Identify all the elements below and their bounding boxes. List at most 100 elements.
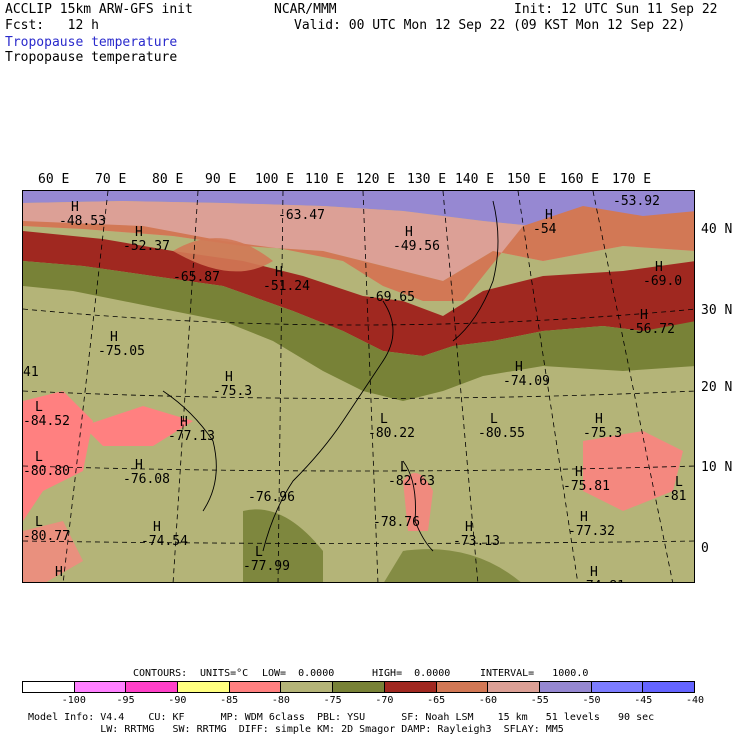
extremum-value: -48.53 <box>59 214 106 229</box>
extremum-value: -77.99 <box>243 559 290 574</box>
extremum-marker: -69.65 <box>368 291 415 305</box>
extremum-value: -80.80 <box>23 464 70 479</box>
scale-swatch <box>591 682 644 692</box>
field-name-contour: Tropopause temperature <box>5 50 178 65</box>
extremum-marker: H -54 <box>533 209 556 237</box>
lat-label: 30 N <box>701 303 733 318</box>
extremum-type: H <box>580 510 588 525</box>
extremum-type: H <box>465 520 473 535</box>
extremum-type: H <box>545 208 553 223</box>
extremum-type: L <box>675 475 683 490</box>
lon-label: 140 E <box>455 172 495 187</box>
extremum-value: -75.05 <box>98 344 145 359</box>
extremum-value: -75.3 <box>583 426 623 441</box>
extremum-marker: H -74.09 <box>503 361 550 389</box>
high-label: HIGH= 0.0000 <box>372 668 451 679</box>
extremum-type: H <box>225 370 233 385</box>
extremum-type: H <box>110 330 118 345</box>
extremum-type: L <box>35 400 43 415</box>
lon-label: 160 E <box>560 172 600 187</box>
extremum-value: -65.87 <box>173 270 220 285</box>
lat-label: 40 N <box>701 222 733 237</box>
extremum-type: H <box>590 565 598 580</box>
extremum-marker: L -80.55 <box>478 413 525 441</box>
scale-swatch <box>384 682 437 692</box>
extremum-marker: L -80.22 <box>368 413 415 441</box>
extremum-marker: -63.47 <box>278 209 325 223</box>
extremum-value: -52.37 <box>123 239 170 254</box>
contours-label: CONTOURS: <box>133 668 188 679</box>
extremum-type: H <box>135 458 143 473</box>
extremum-value: -76.08 <box>123 472 170 487</box>
extremum-marker: H -48.53 <box>59 201 106 229</box>
lon-label: 60 E <box>38 172 70 187</box>
extremum-value: -49.56 <box>393 239 440 254</box>
extremum-type: L <box>255 545 263 560</box>
extremum-type: L <box>380 412 388 427</box>
extremum-marker: H -75.05 <box>98 331 145 359</box>
scale-swatch <box>539 682 592 692</box>
extremum-type: L <box>35 450 43 465</box>
extremum-marker: H -77.13 <box>168 416 215 444</box>
extremum-type: H <box>575 465 583 480</box>
extremum-value: -78.76 <box>373 515 420 530</box>
lon-label: 80 E <box>152 172 184 187</box>
extremum-type: H <box>275 265 283 280</box>
extremum-value: -77.32 <box>568 524 615 539</box>
scale-tick-label: -85 <box>220 695 239 706</box>
extremum-marker: -76.96 <box>248 491 295 505</box>
scale-tick-label: -60 <box>478 695 497 706</box>
extremum-type: H <box>655 260 663 275</box>
extremum-type: L <box>35 515 43 530</box>
scale-tick-label: -75 <box>323 695 342 706</box>
extremum-type: H <box>180 415 188 430</box>
extremum-marker: H -75.81 <box>563 466 610 494</box>
lon-label: 170 E <box>612 172 652 187</box>
extremum-value: -80.22 <box>368 426 415 441</box>
extremum-type: H <box>71 200 79 215</box>
lat-label: 0 <box>701 541 709 556</box>
scale-tick-label: -70 <box>375 695 394 706</box>
extremum-marker: H -56.72 <box>628 309 675 337</box>
scale-swatch <box>229 682 282 692</box>
extremum-type: H <box>135 225 143 240</box>
lon-label: 130 E <box>407 172 447 187</box>
extremum-marker: 41 <box>23 366 39 380</box>
extremum-value: -73.13 <box>453 534 500 549</box>
model-info-line2: LW: RRTMG SW: RRTMG DIFF: simple KM: 2D … <box>28 724 564 735</box>
extremum-marker: H <box>43 566 63 580</box>
extremum-value: -56.72 <box>628 322 675 337</box>
lon-label: 90 E <box>205 172 237 187</box>
extremum-value: -80.55 <box>478 426 525 441</box>
scale-swatch <box>178 682 230 692</box>
lon-label: 100 E <box>255 172 295 187</box>
scale-swatch <box>23 682 75 692</box>
extremum-value: -81 <box>663 489 687 504</box>
model-info-line1: Model Info: V4.4 CU: KF MP: WDM 6class P… <box>28 712 655 723</box>
low-label: LOW= 0.0000 <box>262 668 335 679</box>
scale-swatch <box>436 682 489 692</box>
model-title: ACCLIP 15km ARW-GFS init <box>5 2 193 17</box>
scale-swatch <box>126 682 179 692</box>
extremum-marker: H -74.54 <box>141 521 188 549</box>
lon-label: 120 E <box>356 172 396 187</box>
forecast-hour: Fcst: 12 h <box>5 18 99 33</box>
extremum-type: H <box>515 360 523 375</box>
extremum-value: -82.63 <box>388 474 435 489</box>
scale-tick-label: -95 <box>116 695 135 706</box>
lon-label: 110 E <box>305 172 345 187</box>
extremum-marker: L -82.63 <box>388 461 435 489</box>
extremum-marker: -78.76 <box>373 516 420 530</box>
init-time: Init: 12 UTC Sun 11 Sep 22 <box>514 2 718 17</box>
extremum-marker: H -49.56 <box>393 226 440 254</box>
extremum-marker: H -77.32 <box>568 511 615 539</box>
extremum-value: -74.09 <box>503 374 550 389</box>
valid-time: Valid: 00 UTC Mon 12 Sep 22 (09 KST Mon … <box>294 18 686 33</box>
extremum-value: -74.54 <box>141 534 188 549</box>
extremum-value: -51.24 <box>263 279 310 294</box>
extremum-marker: L -80.80 <box>23 451 70 479</box>
extremum-marker: H -73.13 <box>453 521 500 549</box>
extremum-type: H <box>55 565 63 580</box>
extremum-marker: H -75.3 <box>583 413 622 441</box>
extremum-value: -69.65 <box>368 290 415 305</box>
